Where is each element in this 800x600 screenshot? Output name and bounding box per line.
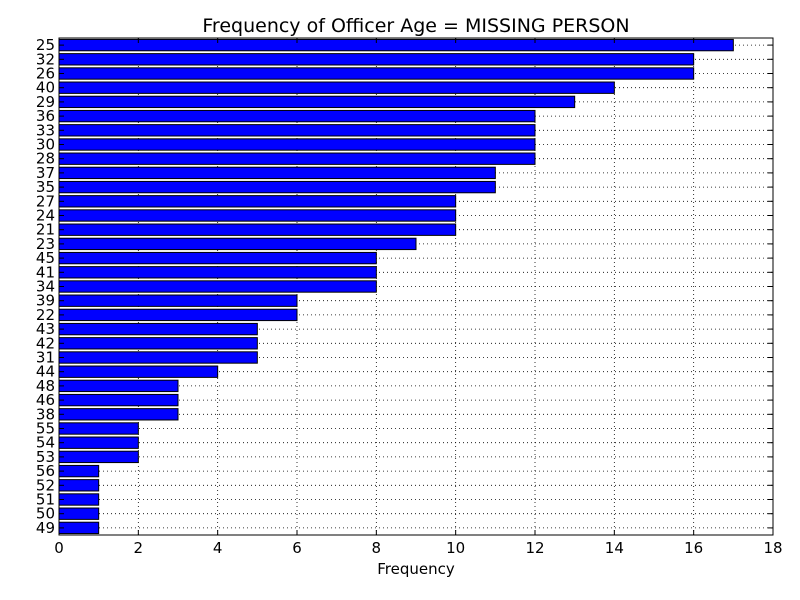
x-tick-label: 2 xyxy=(134,539,144,557)
bar xyxy=(58,322,258,336)
y-tick-label: 49 xyxy=(36,519,55,537)
y-tick-label: 32 xyxy=(36,50,55,68)
bar xyxy=(58,280,377,293)
bar xyxy=(58,479,100,492)
y-tick-label: 33 xyxy=(36,121,55,139)
bars xyxy=(58,38,734,535)
y-tick-label: 56 xyxy=(36,462,55,480)
y-tick-label: 26 xyxy=(36,65,55,83)
chart-title: Frequency of Officer Age = MISSING PERSO… xyxy=(202,15,629,37)
x-tick-label: 8 xyxy=(372,539,382,557)
bar xyxy=(58,124,536,137)
y-tick-label: 38 xyxy=(36,405,55,423)
y-tick-label: 54 xyxy=(36,434,55,452)
bar xyxy=(58,138,536,151)
x-tick-labels: 0 2 4 6 8 10 12 14 16 18 xyxy=(54,539,782,557)
y-tick-label: 39 xyxy=(36,292,55,310)
bar xyxy=(58,38,734,52)
y-tick-label: 27 xyxy=(36,192,55,210)
bar xyxy=(58,408,179,421)
y-tick-label: 21 xyxy=(36,221,55,239)
bar xyxy=(58,493,100,506)
y-tick-label: 48 xyxy=(36,377,55,395)
y-tick-label: 55 xyxy=(36,420,55,438)
bar xyxy=(58,436,139,449)
bar xyxy=(58,266,377,279)
x-tick-label: 10 xyxy=(446,539,465,557)
x-tick-label: 16 xyxy=(684,539,703,557)
bar xyxy=(58,81,615,94)
bar xyxy=(58,450,139,464)
x-tick-label: 4 xyxy=(213,539,223,557)
y-tick-label: 23 xyxy=(36,235,55,253)
bar xyxy=(58,464,100,478)
bar xyxy=(58,95,576,109)
x-tick-label: 0 xyxy=(54,539,64,557)
bar xyxy=(58,195,457,208)
y-tick-label: 28 xyxy=(36,150,55,168)
bar xyxy=(58,237,417,251)
y-tick-label: 46 xyxy=(36,391,55,409)
y-tick-label: 52 xyxy=(36,476,55,494)
y-tick-label: 25 xyxy=(36,36,55,54)
bar xyxy=(58,209,457,222)
bar xyxy=(58,67,695,80)
bar xyxy=(58,365,219,378)
y-tick-label: 35 xyxy=(36,178,55,196)
x-tick-label: 18 xyxy=(763,539,782,557)
y-tick-label: 45 xyxy=(36,249,55,267)
y-tick-label: 29 xyxy=(36,93,55,111)
bar xyxy=(58,53,695,66)
y-tick-label: 34 xyxy=(36,278,55,296)
y-tick-label: 42 xyxy=(36,334,55,352)
bar xyxy=(58,308,298,322)
bar xyxy=(58,166,496,180)
x-axis-label: Frequency xyxy=(377,560,455,578)
y-tick-label: 40 xyxy=(36,79,55,97)
bar xyxy=(58,393,179,407)
y-tick-label: 31 xyxy=(36,349,55,367)
tick-marks xyxy=(58,38,774,535)
bar xyxy=(58,337,258,350)
bar xyxy=(58,351,258,364)
y-tick-label: 51 xyxy=(36,491,55,509)
y-tick-labels: 2532264029363330283735272421234541343922… xyxy=(36,36,55,537)
y-tick-label: 22 xyxy=(36,306,55,324)
bar xyxy=(58,251,377,265)
bar xyxy=(58,180,496,194)
bar xyxy=(58,223,457,236)
x-tick-label: 14 xyxy=(605,539,624,557)
bar xyxy=(58,521,100,535)
y-tick-label: 30 xyxy=(36,136,55,154)
bar xyxy=(58,109,536,123)
y-tick-label: 44 xyxy=(36,363,55,381)
y-tick-label: 36 xyxy=(36,107,55,125)
y-tick-label: 37 xyxy=(36,164,55,182)
y-tick-label: 50 xyxy=(36,505,55,523)
bar xyxy=(58,152,536,165)
y-tick-label: 24 xyxy=(36,207,55,225)
bar xyxy=(58,507,100,520)
bar xyxy=(58,422,139,435)
y-tick-label: 53 xyxy=(36,448,55,466)
x-tick-label: 6 xyxy=(292,539,302,557)
x-tick-label: 12 xyxy=(525,539,544,557)
y-tick-label: 43 xyxy=(36,320,55,338)
bar xyxy=(58,379,179,393)
bar xyxy=(58,294,298,307)
y-tick-label: 41 xyxy=(36,263,55,281)
